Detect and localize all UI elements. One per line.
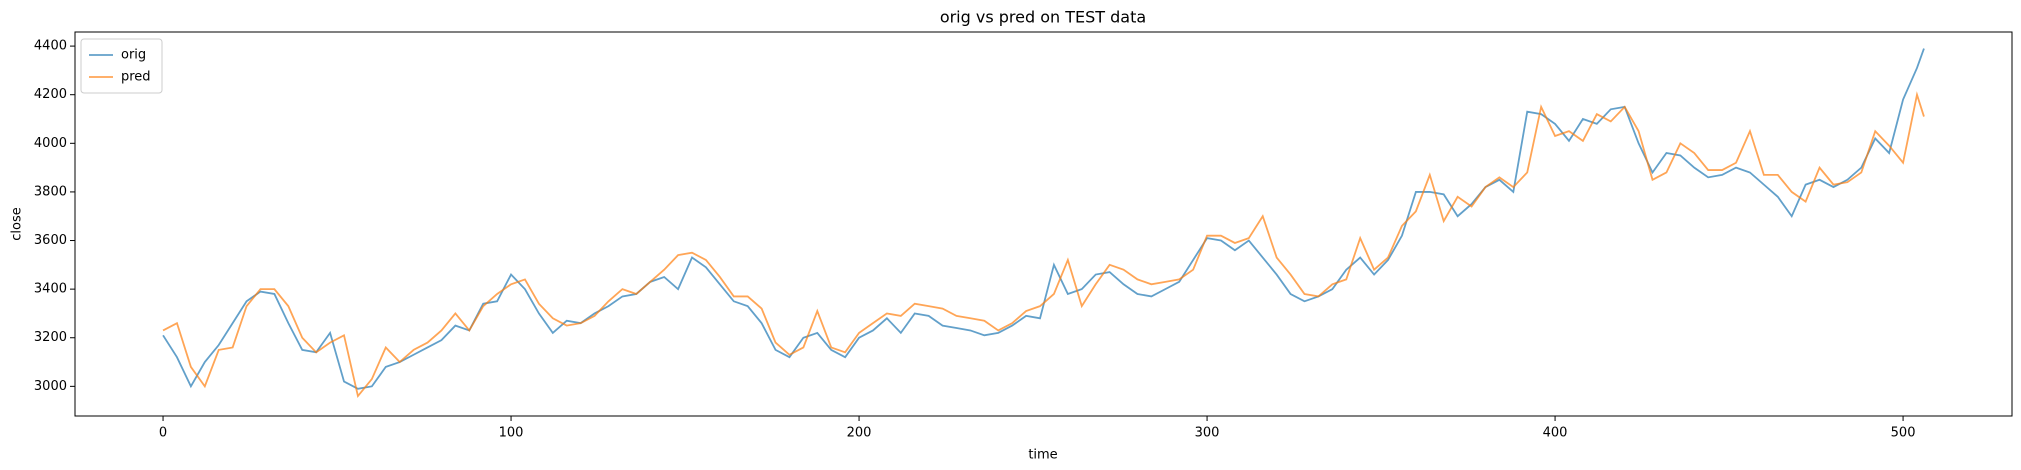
legend-label: orig: [121, 48, 146, 63]
y-tick-label: 4400: [34, 39, 67, 54]
x-tick-label: 0: [159, 426, 167, 441]
y-tick-label: 3800: [34, 184, 67, 199]
x-axis-label: time: [1028, 448, 1057, 463]
y-tick-label: 3600: [34, 233, 67, 248]
plot-frame: [74, 31, 2013, 417]
legend-label: pred: [121, 70, 151, 85]
x-tick-label: 400: [1543, 426, 1568, 441]
y-axis-label: close: [10, 207, 25, 240]
x-tick-label: 200: [847, 426, 872, 441]
y-tick-label: 3000: [34, 379, 67, 394]
x-tick-label: 300: [1195, 426, 1220, 441]
legend-box: [80, 38, 163, 94]
x-tick-label: 500: [1891, 426, 1916, 441]
series-line: [162, 48, 1925, 390]
x-tick-label: 100: [499, 426, 524, 441]
y-tick-label: 3200: [34, 330, 67, 345]
y-tick-label: 4000: [34, 136, 67, 151]
y-tick-label: 3400: [34, 282, 67, 297]
chart-title: orig vs pred on TEST data: [940, 8, 1146, 27]
y-tick-label: 4200: [34, 87, 67, 102]
series-line: [162, 91, 1925, 399]
